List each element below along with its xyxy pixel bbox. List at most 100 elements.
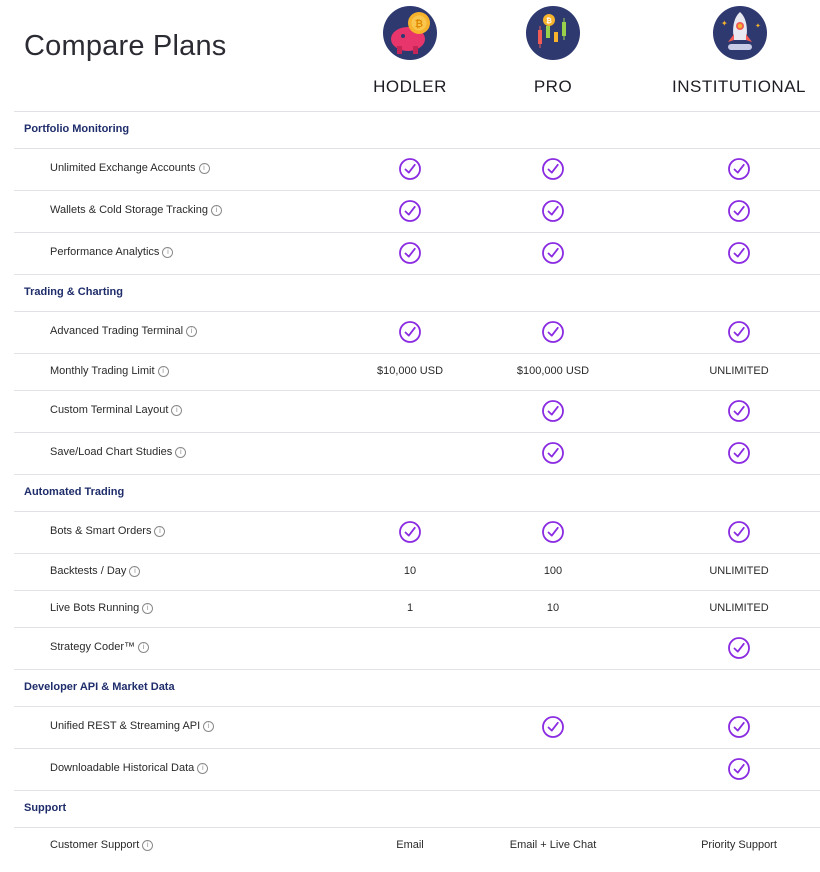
feature-label-text: Custom Terminal Layout [50, 404, 169, 416]
check-icon [542, 400, 564, 422]
info-icon[interactable]: i [198, 162, 210, 174]
info-icon[interactable]: i [203, 720, 215, 732]
section-heading: Automated Trading [24, 486, 125, 498]
feature-label: Advanced Trading Terminal i [50, 325, 198, 337]
check-icon [542, 158, 564, 180]
row-divider [14, 827, 820, 828]
row-divider [14, 706, 820, 707]
piggy-bank-icon: ₿ [383, 6, 437, 60]
row-divider [14, 511, 820, 512]
row-divider [14, 590, 820, 591]
plan-value: 1 [406, 602, 414, 614]
check-icon [542, 242, 564, 264]
check-icon [728, 400, 750, 422]
section-heading: Portfolio Monitoring [24, 123, 130, 135]
svg-text:✦: ✦ [721, 19, 728, 28]
svg-text:₿: ₿ [546, 17, 552, 25]
info-icon[interactable]: i [129, 565, 141, 577]
row-divider [14, 311, 820, 312]
feature-label-text: Save/Load Chart Studies [50, 446, 173, 458]
feature-label-text: Wallets & Cold Storage Tracking [50, 204, 208, 216]
info-icon[interactable]: i [175, 446, 187, 458]
plan-value: Email + Live Chat [509, 839, 597, 851]
feature-label-text: Advanced Trading Terminal [50, 325, 184, 337]
row-divider [14, 790, 820, 791]
row-divider [14, 274, 820, 275]
check-icon [728, 442, 750, 464]
plan-name-hodler: HODLER [373, 77, 447, 96]
plan-value: 10 [546, 602, 560, 614]
check-icon [542, 716, 564, 738]
feature-label: Unlimited Exchange Accounts i [50, 162, 210, 174]
plan-value: UNLIMITED [709, 565, 769, 577]
info-icon[interactable]: i [154, 525, 166, 537]
info-icon[interactable]: i [186, 325, 198, 337]
check-icon [399, 158, 421, 180]
feature-label: Save/Load Chart Studies i [50, 446, 187, 458]
feature-label: Monthly Trading Limit i [50, 365, 169, 377]
row-divider [14, 353, 820, 354]
check-icon [728, 200, 750, 222]
feature-label: Unified REST & Streaming API i [50, 720, 215, 732]
info-icon[interactable]: i [157, 365, 169, 377]
feature-label: Wallets & Cold Storage Tracking i [50, 204, 222, 216]
row-divider [14, 390, 820, 391]
info-icon[interactable]: i [171, 404, 183, 416]
check-icon [728, 637, 750, 659]
row-divider [14, 669, 820, 670]
feature-label: Performance Analytics i [50, 246, 174, 258]
feature-label: Custom Terminal Layout i [50, 404, 183, 416]
info-icon[interactable]: i [137, 641, 149, 653]
plan-name-pro: PRO [533, 77, 573, 96]
rocket-icon: ✦ ✦ [713, 6, 767, 60]
feature-label: Customer Support i [50, 839, 154, 851]
feature-label-text: Monthly Trading Limit [50, 365, 155, 377]
info-icon[interactable]: i [210, 204, 222, 216]
check-icon [728, 716, 750, 738]
feature-label-text: Downloadable Historical Data [50, 762, 195, 774]
plan-value: 10 [403, 565, 417, 577]
check-icon [542, 200, 564, 222]
plan-value: 100 [543, 565, 563, 577]
plan-value: $100,000 USD [516, 365, 590, 377]
feature-label-text: Bots & Smart Orders [50, 525, 152, 537]
plan-value: UNLIMITED [709, 602, 769, 614]
plan-value: Priority Support [701, 839, 777, 851]
row-divider [14, 432, 820, 433]
feature-label-text: Backtests / Day [50, 565, 127, 577]
info-icon[interactable]: i [197, 762, 209, 774]
row-divider [14, 111, 820, 112]
info-icon[interactable]: i [142, 602, 154, 614]
info-icon[interactable]: i [162, 246, 174, 258]
plan-value: $10,000 USD [376, 365, 444, 377]
check-icon [542, 321, 564, 343]
row-divider [14, 148, 820, 149]
check-icon [728, 521, 750, 543]
check-icon [399, 521, 421, 543]
check-icon [399, 321, 421, 343]
section-heading: Trading & Charting [24, 286, 123, 298]
feature-label: Strategy Coder™ i [50, 641, 149, 653]
check-icon [399, 242, 421, 264]
feature-label-text: Unified REST & Streaming API [50, 720, 201, 732]
feature-label-text: Performance Analytics [50, 246, 160, 258]
feature-label-text: Strategy Coder™ [50, 641, 135, 653]
plan-name-institutional: INSTITUTIONAL [671, 77, 806, 96]
check-icon [399, 200, 421, 222]
page-title: Compare Plans [24, 30, 227, 62]
check-icon [542, 521, 564, 543]
plan-value: Email [396, 839, 424, 851]
feature-label-text: Customer Support [50, 839, 140, 851]
plan-value: UNLIMITED [709, 365, 769, 377]
row-divider [14, 748, 820, 749]
section-heading: Developer API & Market Data [24, 681, 175, 693]
section-heading: Support [24, 802, 67, 814]
feature-label: Bots & Smart Orders i [50, 525, 166, 537]
info-icon[interactable]: i [142, 839, 154, 851]
feature-label-text: Unlimited Exchange Accounts [50, 162, 196, 174]
check-icon [728, 158, 750, 180]
row-divider [14, 232, 820, 233]
check-icon [728, 242, 750, 264]
check-icon [542, 442, 564, 464]
candlestick-chart-icon: ₿ [526, 6, 580, 60]
